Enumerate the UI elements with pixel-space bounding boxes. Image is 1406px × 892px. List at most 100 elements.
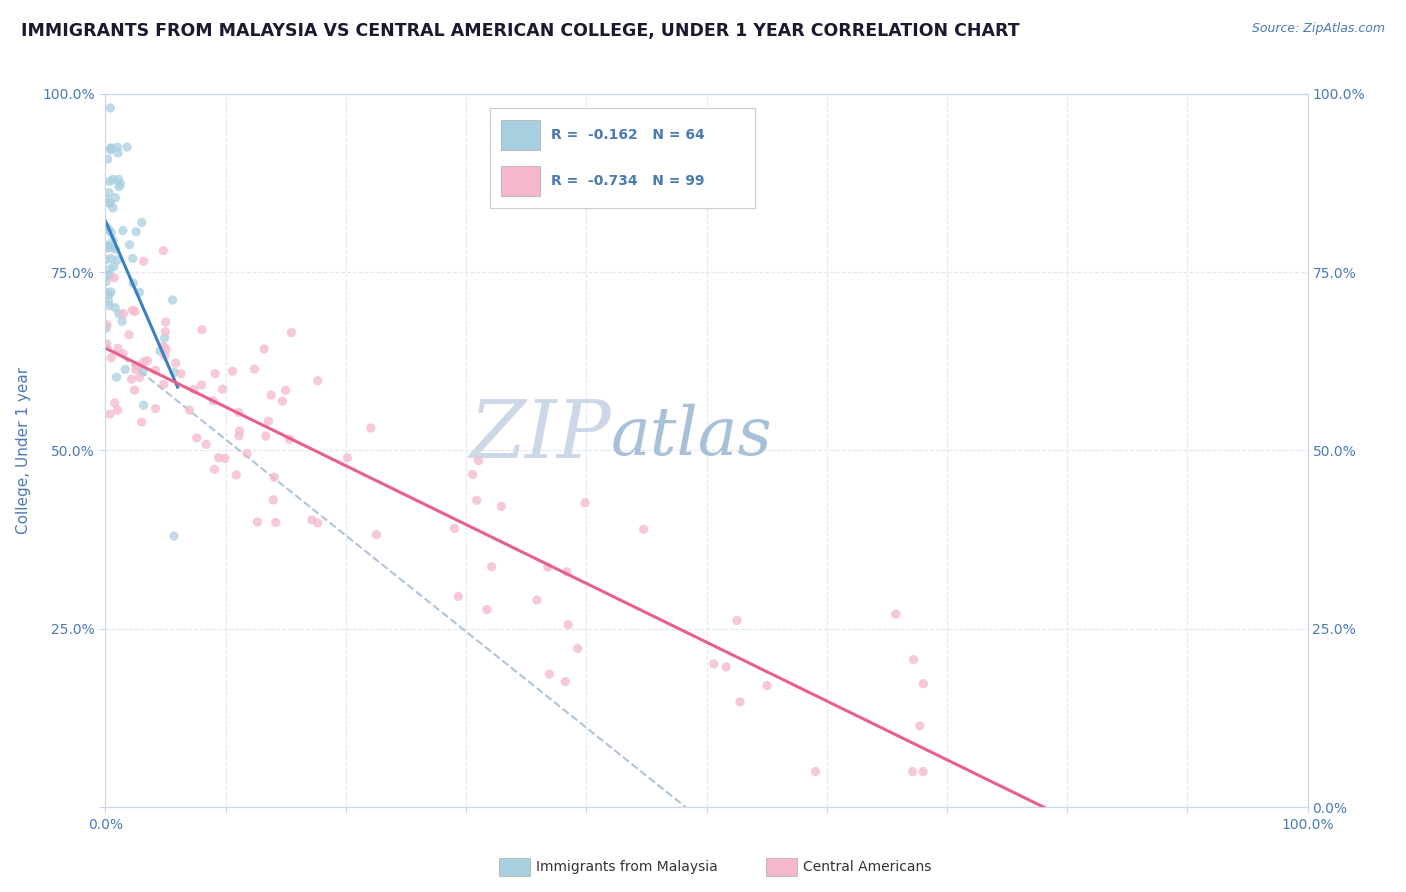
Point — [101, 234, 124, 248]
Point — [107, 140, 129, 154]
Point — [243, 362, 266, 376]
Point — [221, 364, 243, 378]
Point — [105, 252, 128, 267]
Point — [207, 450, 229, 465]
Point — [100, 252, 122, 266]
Point — [107, 341, 129, 355]
Point — [204, 367, 226, 381]
Point — [155, 342, 177, 356]
Point — [190, 378, 212, 392]
Point — [104, 242, 127, 256]
Point — [170, 367, 193, 381]
Point — [124, 362, 146, 376]
Point — [274, 384, 297, 398]
Point — [96, 285, 118, 300]
Point — [104, 301, 127, 315]
Point — [121, 303, 143, 318]
Point — [101, 172, 124, 186]
Point — [121, 252, 143, 266]
Point — [96, 238, 118, 252]
Point — [228, 428, 250, 442]
Point — [475, 602, 498, 616]
Point — [115, 140, 138, 154]
Point — [149, 344, 172, 359]
Point — [98, 174, 121, 188]
Point — [254, 429, 277, 443]
Point — [103, 260, 125, 274]
Point — [912, 764, 935, 779]
Point — [307, 516, 329, 530]
Point — [155, 325, 177, 339]
Point — [100, 143, 122, 157]
Point — [131, 415, 153, 429]
Point — [165, 356, 187, 370]
Point — [236, 446, 259, 460]
Point — [574, 496, 596, 510]
Point — [153, 377, 176, 392]
Point — [145, 363, 167, 377]
Point — [94, 275, 117, 289]
Point — [901, 764, 924, 779]
Point — [153, 331, 176, 345]
Point — [555, 565, 578, 579]
Point — [96, 152, 118, 166]
Point — [128, 370, 150, 384]
Text: Source: ZipAtlas.com: Source: ZipAtlas.com — [1251, 22, 1385, 36]
Point — [278, 432, 301, 446]
Point — [101, 201, 124, 215]
Point — [195, 437, 218, 451]
Point — [214, 451, 236, 466]
Point — [96, 222, 118, 236]
Text: Central Americans: Central Americans — [803, 860, 931, 874]
Point — [447, 590, 470, 604]
Point — [110, 177, 132, 191]
Point — [98, 196, 121, 211]
Point — [96, 321, 118, 335]
Point — [538, 667, 561, 681]
Point — [96, 240, 118, 254]
Point — [105, 370, 128, 384]
Point — [262, 492, 284, 507]
Point — [183, 383, 205, 397]
Point — [107, 145, 129, 160]
Point — [145, 401, 167, 416]
Point — [756, 679, 779, 693]
Point — [125, 225, 148, 239]
Point — [152, 339, 174, 353]
Point — [366, 527, 388, 541]
Point — [153, 349, 176, 363]
Point — [162, 293, 184, 307]
Point — [124, 383, 146, 397]
Point — [96, 336, 118, 351]
Point — [567, 641, 589, 656]
Point — [98, 407, 121, 421]
Point — [100, 101, 122, 115]
Point — [132, 254, 155, 268]
Point — [131, 215, 153, 229]
Point — [202, 393, 225, 408]
Point — [128, 285, 150, 300]
Point — [100, 141, 122, 155]
Point — [132, 365, 155, 379]
Point — [204, 462, 226, 476]
Point — [260, 388, 283, 402]
Point — [714, 660, 737, 674]
Point — [280, 326, 302, 340]
Point — [98, 186, 121, 200]
Point — [884, 607, 907, 622]
Point — [554, 674, 576, 689]
Point — [228, 405, 250, 419]
Point — [903, 652, 925, 666]
Point — [179, 403, 201, 417]
Point — [97, 293, 120, 308]
Point — [114, 362, 136, 376]
Point — [443, 521, 465, 535]
Point — [307, 374, 329, 388]
Point — [728, 695, 751, 709]
Point — [163, 365, 186, 379]
Point — [101, 240, 124, 254]
Point — [152, 244, 174, 258]
Point — [112, 306, 135, 320]
Point — [191, 323, 214, 337]
Y-axis label: College, Under 1 year: College, Under 1 year — [17, 367, 31, 534]
